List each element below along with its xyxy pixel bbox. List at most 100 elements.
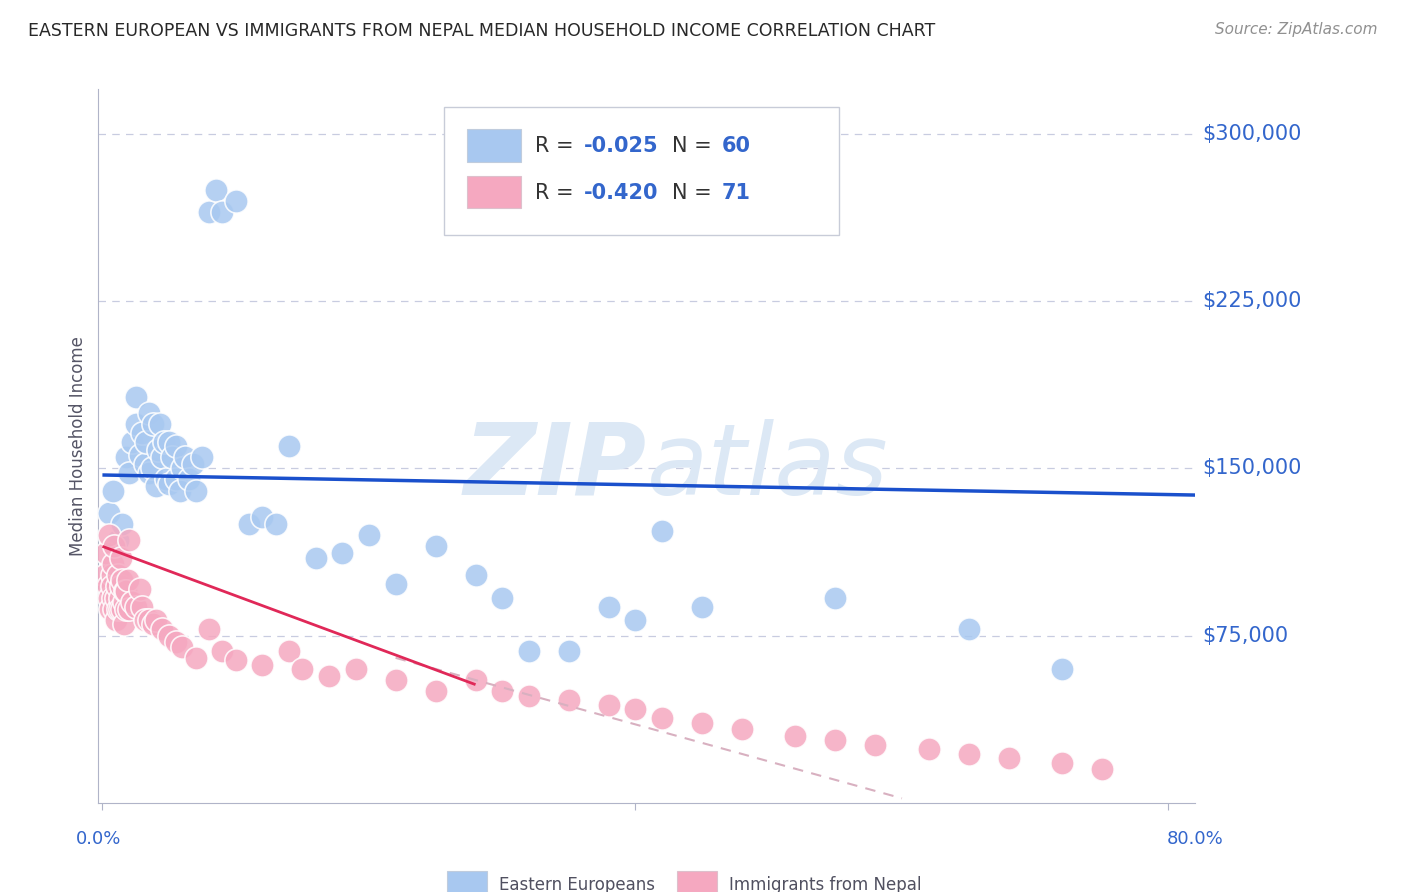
Point <box>142 417 165 431</box>
Point <box>150 450 173 464</box>
Point <box>112 595 135 609</box>
Point <box>131 599 153 614</box>
Point <box>957 747 980 761</box>
Point <box>157 434 180 449</box>
Point <box>141 461 163 475</box>
Point <box>104 613 127 627</box>
Point <box>425 539 447 553</box>
Point <box>165 439 187 453</box>
Point <box>917 742 939 756</box>
Point <box>157 628 180 642</box>
Point <box>94 568 117 582</box>
Point <box>318 669 340 683</box>
Point <box>517 689 540 703</box>
Point <box>174 450 197 464</box>
Point <box>145 479 167 493</box>
Y-axis label: Median Household Income: Median Household Income <box>69 336 87 556</box>
Text: $225,000: $225,000 <box>1202 291 1302 311</box>
Point <box>104 591 127 605</box>
Text: $75,000: $75,000 <box>1202 625 1288 646</box>
Point <box>117 573 139 587</box>
Point <box>107 568 129 582</box>
Text: R =: R = <box>534 183 581 202</box>
Point <box>98 591 121 605</box>
Point <box>252 510 274 524</box>
Point <box>107 601 129 615</box>
Text: R =: R = <box>534 136 581 156</box>
Text: N =: N = <box>672 136 718 156</box>
Point <box>169 483 191 498</box>
Point <box>157 476 180 491</box>
Point <box>134 613 156 627</box>
Point <box>824 733 846 747</box>
Point <box>111 573 134 587</box>
Point <box>108 591 131 605</box>
FancyBboxPatch shape <box>467 129 520 162</box>
Point <box>107 533 129 547</box>
Point <box>165 473 187 487</box>
Point <box>384 577 406 591</box>
Point <box>114 583 136 598</box>
Point <box>198 622 221 636</box>
Point <box>690 715 713 730</box>
Text: $300,000: $300,000 <box>1202 124 1302 144</box>
Point <box>184 483 207 498</box>
Point <box>865 738 887 752</box>
Point <box>357 528 380 542</box>
FancyBboxPatch shape <box>678 871 717 892</box>
Text: 60: 60 <box>721 136 751 156</box>
Point <box>125 417 148 431</box>
Text: Source: ZipAtlas.com: Source: ZipAtlas.com <box>1215 22 1378 37</box>
Point <box>118 601 141 615</box>
Text: N =: N = <box>672 183 718 202</box>
Point <box>128 448 150 462</box>
Point <box>108 601 131 615</box>
Point <box>330 546 353 560</box>
Text: atlas: atlas <box>647 419 889 516</box>
Point <box>225 194 247 208</box>
Point <box>598 698 620 712</box>
Point <box>425 684 447 698</box>
Point <box>464 673 486 687</box>
Point <box>118 466 141 480</box>
Point <box>115 450 138 464</box>
Point <box>134 457 156 471</box>
Point <box>491 591 513 605</box>
Point <box>142 617 165 632</box>
Point <box>517 644 540 658</box>
Point <box>1050 756 1073 770</box>
Point <box>278 644 301 658</box>
Point <box>145 613 167 627</box>
Point <box>384 673 406 687</box>
Point <box>558 693 581 707</box>
Point <box>172 461 194 475</box>
Point <box>155 473 177 487</box>
Point <box>101 591 124 605</box>
Point <box>177 473 200 487</box>
Point <box>238 517 260 532</box>
Point <box>152 434 174 449</box>
FancyBboxPatch shape <box>444 107 839 235</box>
Point <box>138 405 160 419</box>
Point <box>101 557 124 572</box>
Point <box>211 204 233 219</box>
Point <box>651 524 673 538</box>
Point <box>204 182 226 196</box>
Point <box>304 550 326 565</box>
Point <box>824 591 846 605</box>
Point <box>96 546 118 560</box>
Point <box>128 582 150 596</box>
Point <box>100 568 122 582</box>
Point <box>121 434 143 449</box>
Point <box>121 595 143 609</box>
Point <box>225 653 247 667</box>
FancyBboxPatch shape <box>447 871 486 892</box>
Point <box>100 601 122 615</box>
Point <box>181 457 204 471</box>
Text: $150,000: $150,000 <box>1202 458 1302 478</box>
Point <box>191 450 214 464</box>
Point <box>291 662 314 676</box>
Point <box>138 613 160 627</box>
Point <box>211 644 233 658</box>
Point <box>264 517 287 532</box>
